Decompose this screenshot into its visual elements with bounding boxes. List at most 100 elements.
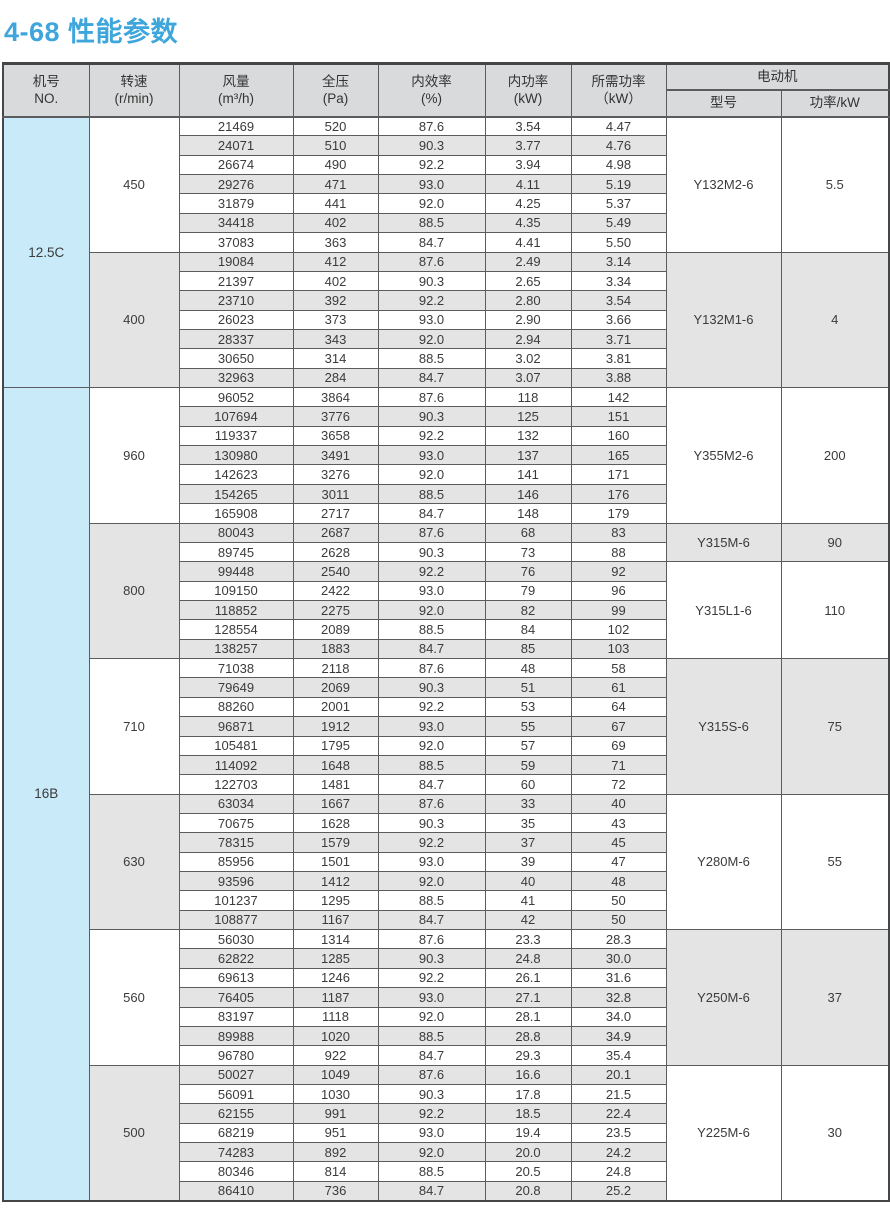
required-power-cell: 3.88 (570, 367, 667, 389)
header-pressure: 全压 (Pa) (292, 63, 379, 118)
flow-cell: 50027 (178, 1064, 294, 1085)
power-cell: 85 (484, 638, 572, 660)
flow-cell: 63034 (178, 793, 294, 814)
efficiency-cell: 92.0 (377, 464, 486, 485)
flow-cell: 165908 (178, 503, 294, 524)
flow-cell: 83197 (178, 1006, 294, 1027)
pressure-cell: 1246 (292, 967, 379, 989)
pressure-cell: 1667 (292, 793, 379, 814)
table-row: 68219 951 93.0 19.4 23.5 (3, 1122, 889, 1144)
efficiency-cell: 93.0 (377, 716, 486, 737)
pressure-cell: 2069 (292, 677, 379, 698)
required-power-cell: 88 (570, 541, 667, 563)
efficiency-cell: 87.6 (377, 793, 486, 814)
efficiency-cell: 84.7 (377, 638, 486, 660)
pressure-cell: 402 (292, 270, 379, 292)
flow-cell: 76405 (178, 987, 294, 1008)
power-cell: 28.8 (484, 1025, 572, 1047)
pressure-cell: 392 (292, 290, 379, 311)
power-cell: 35 (484, 812, 572, 834)
table-row: 96871 1912 93.0 55 67 (3, 716, 889, 737)
power-cell: 76 (484, 561, 572, 582)
speed-cell: 960 (88, 387, 180, 524)
efficiency-cell: 90.3 (377, 812, 486, 834)
power-cell: 19.4 (484, 1122, 572, 1144)
required-power-cell: 25.2 (570, 1180, 667, 1202)
required-power-cell: 103 (570, 638, 667, 660)
pressure-cell: 1648 (292, 754, 379, 776)
pressure-cell: 284 (292, 367, 379, 389)
flow-cell: 80043 (178, 522, 294, 543)
power-cell: 23.3 (484, 929, 572, 950)
pressure-cell: 1501 (292, 851, 379, 873)
speed-cell: 630 (88, 793, 180, 931)
required-power-cell: 21.5 (570, 1083, 667, 1105)
motor-model-cell: Y315L1-6 (665, 561, 782, 660)
flow-cell: 56091 (178, 1083, 294, 1105)
flow-cell: 31879 (178, 193, 294, 214)
pressure-cell: 314 (292, 348, 379, 369)
efficiency-cell: 90.3 (377, 541, 486, 563)
flow-cell: 23710 (178, 290, 294, 311)
flow-cell: 130980 (178, 445, 294, 466)
flow-cell: 68219 (178, 1122, 294, 1144)
motor-model-cell: Y132M2-6 (665, 116, 782, 253)
pressure-cell: 814 (292, 1161, 379, 1182)
power-cell: 20.8 (484, 1180, 572, 1202)
efficiency-cell: 87.6 (377, 929, 486, 950)
required-power-cell: 4.47 (570, 115, 667, 137)
power-cell: 2.90 (484, 309, 572, 330)
flow-cell: 105481 (178, 735, 294, 756)
flow-cell: 154265 (178, 483, 294, 505)
table-row: 118852 2275 92.0 82 99 (3, 599, 889, 621)
page-title: 4-68 性能参数 (4, 17, 179, 47)
efficiency-cell: 84.7 (377, 1045, 486, 1066)
efficiency-cell: 87.6 (377, 387, 486, 408)
pressure-cell: 402 (292, 212, 379, 234)
pressure-cell: 3491 (292, 445, 379, 466)
required-power-cell: 40 (570, 793, 667, 814)
motor-power-cell: 30 (780, 1064, 890, 1202)
motor-model-cell: Y250M-6 (665, 929, 782, 1066)
flow-cell: 88260 (178, 696, 294, 718)
header-efficiency: 内效率 (%) (377, 63, 486, 118)
pressure-cell: 991 (292, 1103, 379, 1124)
header-required-power: 所需功率 （kW） (570, 63, 667, 118)
efficiency-cell: 90.3 (377, 406, 486, 427)
pressure-cell: 922 (292, 1045, 379, 1066)
table-row: 165908 2717 84.7 148 179 (3, 503, 889, 524)
required-power-cell: 58 (570, 658, 667, 679)
efficiency-cell: 90.3 (377, 135, 486, 156)
table-row: 86410 736 84.7 20.8 25.2 (3, 1180, 889, 1202)
efficiency-cell: 87.6 (377, 251, 486, 272)
flow-cell: 119337 (178, 425, 294, 447)
required-power-cell: 32.8 (570, 987, 667, 1008)
flow-cell: 96871 (178, 716, 294, 737)
power-cell: 40 (484, 871, 572, 892)
pressure-cell: 2001 (292, 696, 379, 718)
efficiency-cell: 93.0 (377, 987, 486, 1008)
motor-power-cell: 75 (780, 658, 890, 795)
required-power-cell: 50 (570, 909, 667, 931)
pressure-cell: 373 (292, 309, 379, 330)
speed-cell: 400 (88, 251, 180, 389)
efficiency-cell: 88.5 (377, 754, 486, 776)
power-cell: 2.94 (484, 328, 572, 350)
required-power-cell: 64 (570, 696, 667, 718)
efficiency-cell: 93.0 (377, 1122, 486, 1144)
efficiency-cell: 92.2 (377, 561, 486, 582)
flow-cell: 128554 (178, 619, 294, 640)
flow-cell: 70675 (178, 812, 294, 834)
table-row: 80346 814 88.5 20.5 24.8 (3, 1161, 889, 1182)
pressure-cell: 2628 (292, 541, 379, 563)
header-flow: 风量 (m³/h) (178, 63, 294, 118)
required-power-cell: 28.3 (570, 929, 667, 950)
motor-power-cell: 55 (780, 793, 890, 931)
table-row: 62822 1285 90.3 24.8 30.0 (3, 948, 889, 969)
flow-cell: 118852 (178, 599, 294, 621)
required-power-cell: 3.81 (570, 348, 667, 369)
power-cell: 4.35 (484, 212, 572, 234)
efficiency-cell: 92.0 (377, 871, 486, 892)
table-row: 83197 1118 92.0 28.1 34.0 (3, 1006, 889, 1027)
